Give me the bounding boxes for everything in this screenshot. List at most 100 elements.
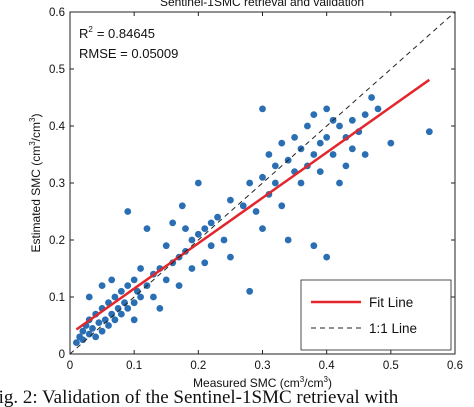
data-point	[98, 282, 106, 289]
x-tick-label: 0.1	[126, 360, 142, 372]
data-point	[361, 151, 369, 158]
data-point	[278, 139, 286, 147]
data-point	[336, 179, 343, 187]
data-point	[297, 179, 305, 187]
legend-box	[300, 279, 452, 351]
data-point	[156, 305, 164, 312]
x-tick-label: 0.6	[447, 360, 463, 372]
x-tick-label: 0.5	[383, 360, 399, 372]
data-point	[73, 339, 80, 346]
data-point	[124, 282, 132, 289]
y-axis-label-part: )	[29, 114, 43, 118]
rmse-annotation: RMSE = 0.05009	[79, 46, 178, 61]
data-point	[323, 105, 331, 113]
data-point	[201, 259, 209, 267]
data-point	[207, 242, 215, 250]
data-point	[175, 282, 183, 289]
data-point	[323, 134, 331, 141]
x-tick-label: 0.4	[319, 360, 336, 372]
data-point	[304, 122, 311, 130]
data-point	[162, 242, 170, 250]
data-point	[130, 316, 138, 324]
r2-part: = 0.84645	[97, 26, 155, 41]
y-axis-label-part: Estimated SMC (cm	[29, 146, 43, 253]
r2-part: R	[79, 26, 88, 41]
y-axis-label: Estimated SMC (cm3/cm3)	[28, 114, 43, 253]
data-point	[310, 242, 318, 250]
data-point	[310, 151, 318, 158]
data-point	[130, 276, 138, 284]
data-point	[265, 151, 273, 158]
data-point	[117, 310, 125, 318]
data-point	[79, 327, 87, 335]
x-tick-label: 0.3	[255, 360, 271, 372]
data-point	[316, 139, 324, 147]
y-axis-label-part: /cm	[29, 122, 43, 141]
data-point	[194, 179, 202, 187]
data-point	[329, 151, 337, 158]
data-point	[89, 324, 96, 332]
data-point	[137, 265, 144, 272]
data-point	[271, 162, 279, 170]
data-point	[85, 330, 93, 338]
data-point	[98, 327, 106, 335]
data-point	[246, 287, 254, 295]
data-point	[323, 253, 331, 261]
x-axis-label-part: )	[328, 376, 332, 390]
y-axis-label-sup: 3	[28, 141, 37, 146]
x-tick-label: 0	[67, 360, 73, 372]
data-point	[368, 94, 375, 101]
data-point	[239, 202, 247, 210]
data-point	[336, 122, 343, 130]
x-axis-label-part: Measured SMC (cm	[193, 376, 300, 390]
data-point	[271, 179, 279, 187]
data-point	[214, 213, 221, 221]
data-point	[111, 293, 119, 301]
data-point	[150, 293, 157, 301]
data-point	[348, 116, 356, 124]
data-point	[143, 225, 151, 233]
y-tick-label: 0.5	[49, 64, 65, 76]
data-point	[316, 168, 324, 176]
legend-label: 1:1 Line	[369, 321, 417, 336]
data-point	[291, 134, 298, 141]
legend-label: Fit Line	[369, 295, 413, 310]
fit-line	[75, 78, 431, 331]
data-point	[259, 173, 266, 181]
data-point	[259, 105, 266, 113]
data-point	[348, 145, 356, 153]
data-point	[310, 111, 318, 118]
data-point	[178, 202, 186, 210]
data-point	[374, 105, 382, 113]
data-point	[284, 236, 292, 244]
data-point	[124, 208, 132, 215]
x-axis-label-sup: 3	[324, 375, 329, 384]
data-point	[130, 299, 138, 307]
data-point	[188, 236, 196, 244]
data-point	[361, 111, 369, 118]
data-point	[252, 208, 260, 215]
x-axis-label: Measured SMC (cm3/cm3)	[193, 375, 332, 390]
data-point	[117, 287, 125, 295]
x-axis-label-sup: 3	[300, 375, 305, 384]
data-point	[207, 219, 215, 227]
y-axis-label-sup: 3	[28, 117, 37, 122]
caption: Fig. 2: Validation of the Sentinel-1SMC …	[0, 387, 399, 407]
r2-annotation: R2 = 0.84645	[79, 25, 155, 41]
data-point	[188, 265, 196, 272]
data-point	[227, 253, 234, 261]
data-point	[387, 139, 395, 147]
data-point	[162, 276, 170, 284]
data-point	[105, 322, 112, 329]
data-point	[108, 276, 116, 284]
data-point	[79, 336, 87, 344]
data-point	[137, 293, 144, 301]
data-point	[124, 305, 132, 312]
data-point	[425, 128, 433, 136]
chart-title: Sentinel-1SMC retrieval and validation	[160, 0, 364, 9]
data-point	[259, 225, 266, 233]
y-tick-label: 0.3	[49, 178, 65, 190]
data-point	[278, 202, 286, 210]
r2-part: 2	[88, 25, 93, 34]
data-point	[201, 225, 209, 233]
